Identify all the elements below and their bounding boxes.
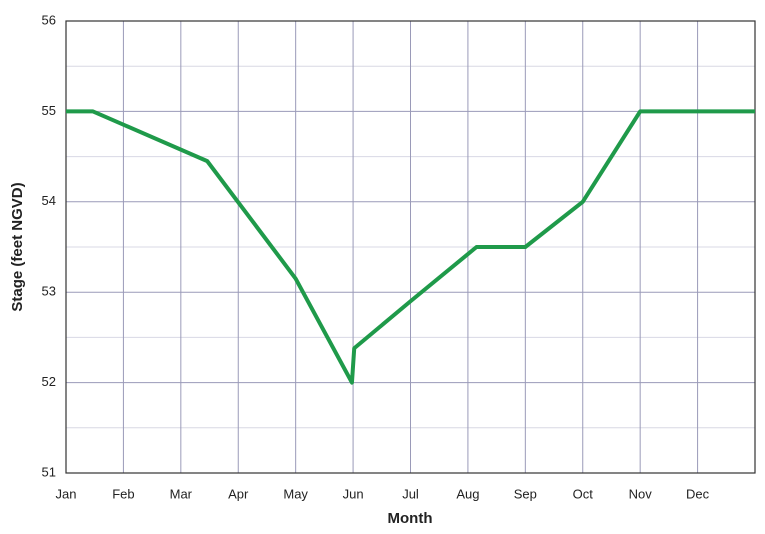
- y-tick-label: 55: [42, 103, 56, 118]
- y-axis-title: Stage (feet NGVD): [9, 182, 26, 311]
- x-tick-label: Aug: [456, 486, 479, 501]
- x-tick-label: Sep: [514, 486, 537, 501]
- x-tick-label: Mar: [170, 486, 193, 501]
- data-line: [66, 109, 755, 385]
- y-tick-label: 56: [42, 12, 56, 27]
- x-tick-label: May: [283, 486, 308, 501]
- plot-frame: [65, 20, 756, 474]
- y-tick-label: 51: [42, 464, 56, 479]
- x-axis-title: Month: [388, 510, 433, 527]
- x-tick-label: Jan: [56, 486, 77, 501]
- x-tick-label: Apr: [228, 486, 249, 501]
- x-tick-label: Feb: [112, 486, 134, 501]
- x-tick-label: Jul: [402, 486, 419, 501]
- x-tick-label: Nov: [629, 486, 653, 501]
- y-tick-label: 54: [42, 193, 56, 208]
- x-tick-label: Dec: [686, 486, 710, 501]
- x-tick-label: Oct: [573, 486, 594, 501]
- y-tick-label: 53: [42, 284, 56, 299]
- x-tick-label: Jun: [343, 486, 364, 501]
- y-tick-label: 52: [42, 374, 56, 389]
